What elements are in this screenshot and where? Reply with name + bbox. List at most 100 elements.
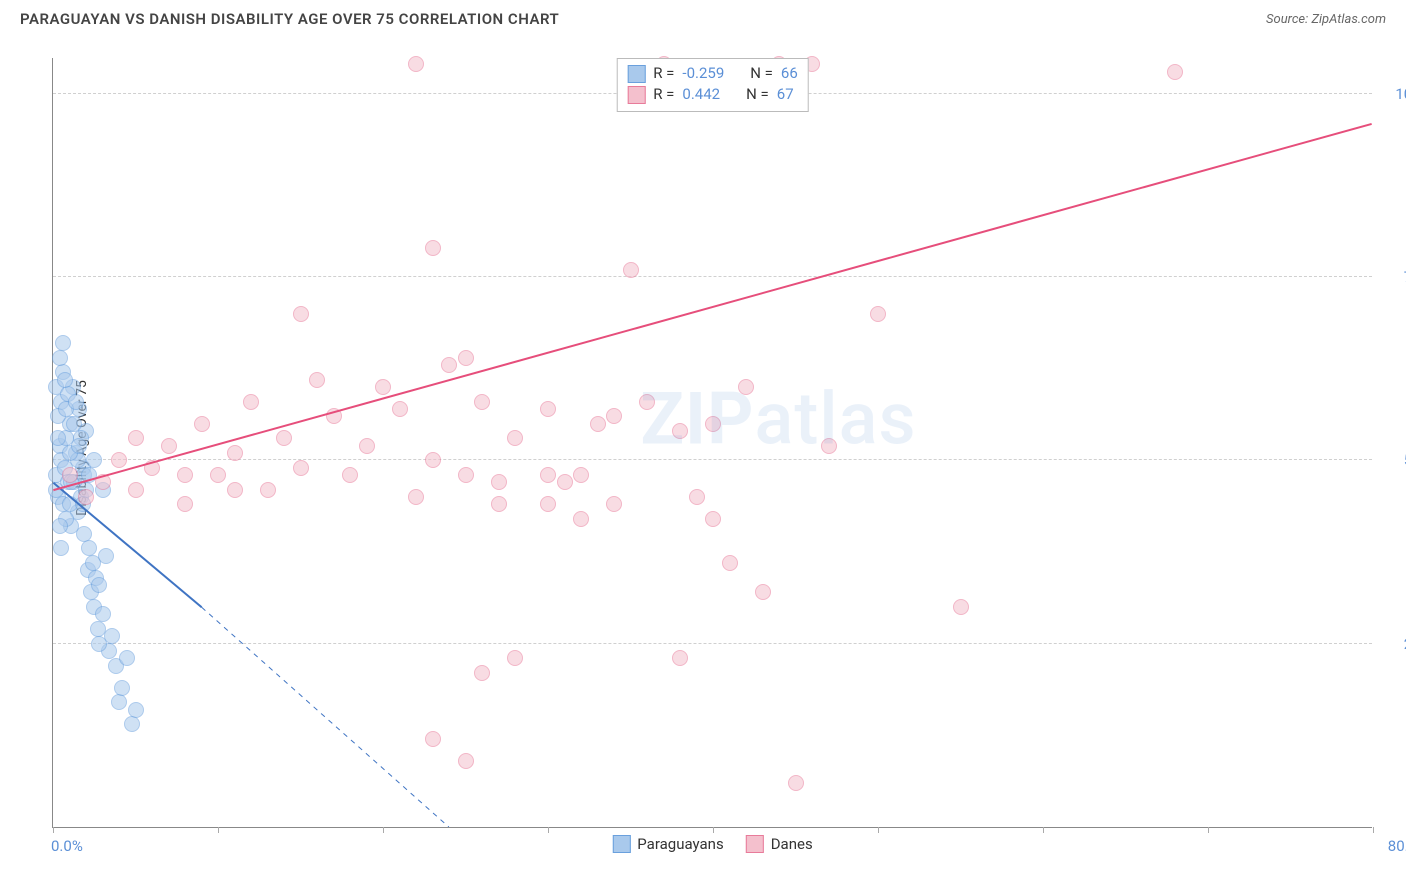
scatter-point-paraguayans: [128, 702, 144, 718]
legend-item-paraguayans: Paraguayans: [612, 835, 723, 853]
scatter-point-paraguayans: [68, 394, 84, 410]
x-tick: [713, 827, 714, 833]
x-tick: [218, 827, 219, 833]
scatter-point-danes: [689, 489, 705, 505]
scatter-point-danes: [788, 775, 804, 791]
source-attribution: Source: ZipAtlas.com: [1266, 12, 1386, 27]
scatter-point-paraguayans: [98, 548, 114, 564]
scatter-point-danes: [491, 474, 507, 490]
gridline-h: [53, 459, 1372, 460]
scatter-point-danes: [177, 467, 193, 483]
scatter-point-paraguayans: [86, 452, 102, 468]
legend-label: Paraguayans: [637, 835, 723, 853]
scatter-point-danes: [194, 416, 210, 432]
y-tick-label: 50.0%: [1380, 451, 1406, 469]
legend-n-label: N =: [746, 84, 769, 105]
scatter-point-danes: [128, 482, 144, 498]
scatter-point-danes: [177, 496, 193, 512]
legend-swatch-danes: [627, 86, 645, 104]
scatter-point-danes: [738, 379, 754, 395]
scatter-point-danes: [870, 306, 886, 322]
scatter-point-danes: [227, 482, 243, 498]
legend-r-label: R =: [653, 63, 674, 84]
scatter-point-danes: [821, 438, 837, 454]
source-name: ZipAtlas.com: [1311, 12, 1386, 27]
scatter-point-danes: [144, 460, 160, 476]
legend-n-value: 66: [781, 63, 798, 84]
header-row: PARAGUAYAN VS DANISH DISABILITY AGE OVER…: [0, 0, 1406, 36]
scatter-point-danes: [425, 452, 441, 468]
scatter-point-danes: [293, 460, 309, 476]
scatter-point-danes: [722, 555, 738, 571]
x-tick: [1208, 827, 1209, 833]
scatter-point-danes: [128, 430, 144, 446]
watermark-bold: ZIP: [640, 377, 754, 462]
scatter-point-danes: [1167, 64, 1183, 80]
scatter-point-danes: [507, 650, 523, 666]
scatter-point-paraguayans: [90, 621, 106, 637]
x-tick: [383, 827, 384, 833]
legend-stats-box: R =-0.259N =66R =0.442N =67: [616, 58, 809, 112]
scatter-point-danes: [540, 467, 556, 483]
scatter-point-paraguayans: [124, 716, 140, 732]
scatter-point-danes: [540, 401, 556, 417]
trend-line-danes: [53, 124, 1371, 490]
scatter-point-paraguayans: [91, 577, 107, 593]
scatter-point-danes: [573, 511, 589, 527]
watermark: ZIPatlas: [640, 377, 916, 462]
scatter-point-danes: [590, 416, 606, 432]
scatter-point-danes: [111, 452, 127, 468]
trend-line-paraguayans-extrap: [202, 607, 449, 827]
scatter-point-paraguayans: [48, 482, 64, 498]
scatter-point-paraguayans: [66, 416, 82, 432]
scatter-point-danes: [293, 306, 309, 322]
scatter-point-paraguayans: [52, 350, 68, 366]
scatter-point-danes: [755, 584, 771, 600]
scatter-point-danes: [573, 467, 589, 483]
scatter-point-danes: [672, 423, 688, 439]
scatter-point-paraguayans: [81, 540, 97, 556]
x-tick: [548, 827, 549, 833]
scatter-point-danes: [458, 350, 474, 366]
scatter-point-paraguayans: [95, 606, 111, 622]
scatter-point-paraguayans: [55, 335, 71, 351]
scatter-point-paraguayans: [50, 430, 66, 446]
scatter-point-danes: [375, 379, 391, 395]
legend-series: ParaguayansDanes: [612, 835, 812, 853]
x-tick: [1043, 827, 1044, 833]
legend-r-value: 0.442: [682, 84, 720, 105]
scatter-point-danes: [557, 474, 573, 490]
legend-swatch-paraguayans: [612, 835, 630, 853]
scatter-point-danes: [342, 467, 358, 483]
legend-r-label: R =: [653, 84, 674, 105]
x-tick: [1373, 827, 1374, 833]
trend-lines-layer: [53, 58, 1372, 827]
y-tick-label: 25.0%: [1380, 635, 1406, 653]
scatter-point-danes: [243, 394, 259, 410]
scatter-point-danes: [276, 430, 292, 446]
scatter-point-danes: [309, 372, 325, 388]
scatter-point-danes: [491, 496, 507, 512]
scatter-point-danes: [161, 438, 177, 454]
scatter-point-paraguayans: [114, 680, 130, 696]
scatter-point-danes: [408, 489, 424, 505]
x-axis-end-label: 80.0%: [1388, 837, 1406, 855]
scatter-point-paraguayans: [111, 694, 127, 710]
scatter-point-danes: [705, 416, 721, 432]
y-tick-label: 100.0%: [1380, 85, 1406, 103]
scatter-point-danes: [458, 467, 474, 483]
y-tick-label: 75.0%: [1380, 268, 1406, 286]
scatter-point-paraguayans: [53, 540, 69, 556]
scatter-point-paraguayans: [119, 650, 135, 666]
scatter-point-danes: [408, 56, 424, 72]
scatter-point-danes: [953, 599, 969, 615]
scatter-point-danes: [705, 511, 721, 527]
legend-stats-row-danes: R =0.442N =67: [627, 84, 798, 105]
scatter-point-paraguayans: [71, 438, 87, 454]
scatter-point-danes: [95, 474, 111, 490]
scatter-point-danes: [474, 665, 490, 681]
x-axis-start-label: 0.0%: [51, 837, 83, 855]
scatter-point-danes: [606, 496, 622, 512]
gridline-h: [53, 276, 1372, 277]
scatter-point-paraguayans: [52, 518, 68, 534]
